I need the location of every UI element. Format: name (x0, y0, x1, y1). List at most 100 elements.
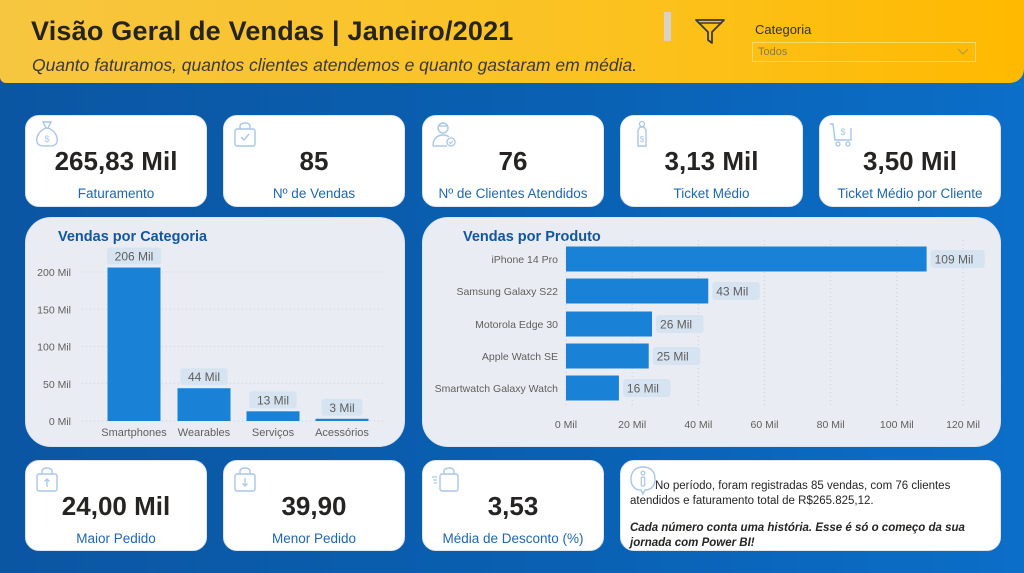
kpi-label: Ticket Médio por Cliente (837, 186, 983, 201)
kpi-label: Nº de Vendas (272, 186, 356, 201)
chart-title: Vendas por Categoria (58, 229, 208, 245)
data-label-bg (249, 391, 297, 409)
kpi-card-media-desconto: 3,53 Média de Desconto (%) (422, 460, 604, 551)
category-bar-chart: 0 Mil 50 Mil 100 Mil 150 Mil 200 Mil 206 Mil S… (37, 247, 386, 439)
x-category-label: Acessórios (315, 427, 369, 439)
kpi-label: Maior Pedido (76, 531, 156, 546)
chart-vendas-por-categoria: Vendas por Categoria 0 Mil 50 Mil 100 Mil 1… (25, 217, 405, 447)
kpi-label: Faturamento (77, 186, 155, 201)
bar[interactable] (315, 418, 369, 421)
chevron-down-icon (957, 48, 969, 55)
x-tick-label: 0 Mil (555, 419, 577, 431)
kpi-value: 3,53 (487, 491, 539, 521)
info-card: No período, foram registradas 85 vendas,… (620, 460, 1001, 551)
info-summary-text: No período, foram registradas 85 vendas,… (630, 480, 951, 507)
data-label-bg (656, 315, 704, 333)
data-label: 43 Mil (716, 285, 748, 299)
bar[interactable] (177, 388, 231, 421)
price-tag-icon: $ (637, 120, 647, 147)
data-label: 3 Mil (329, 401, 354, 415)
x-category-label: Serviços (252, 427, 295, 439)
x-tick-label: 60 Mil (750, 419, 778, 431)
data-label: 109 Mil (935, 253, 974, 267)
kpi-card-vendas: 85 Nº de Vendas (223, 115, 405, 207)
kpi-value: 24,00 Mil (61, 491, 171, 521)
kpi-card-ticket-cliente: $ 3,50 Mil Ticket Médio por Cliente (819, 115, 1001, 207)
header-separator (664, 12, 671, 41)
data-label-bg (321, 398, 363, 416)
bar[interactable] (566, 375, 619, 401)
data-label-bg (930, 250, 985, 268)
kpi-card-faturamento: $ 265,83 Mil Faturamento (25, 115, 207, 207)
money-bag-icon: $ (36, 121, 58, 147)
header-banner: Visão Geral de Vendas | Janeiro/2021 Qua… (0, 0, 1024, 83)
kpi-value: 39,90 (281, 491, 347, 521)
bar[interactable] (566, 311, 653, 337)
chart-vendas-por-produto: Vendas por Produto 0 Mil 20 Mil 40 Mil 60 M… (422, 217, 1001, 447)
bar[interactable] (246, 411, 300, 421)
y-tick-label: 50 Mil (43, 379, 71, 391)
y-category-label: Motorola Edge 30 (475, 319, 558, 331)
bar[interactable] (566, 343, 649, 369)
dropdown-value: Todos (758, 46, 788, 58)
bag-fast-icon (432, 467, 459, 492)
slicer-label: Categoria (755, 22, 812, 37)
svg-text:$: $ (44, 134, 49, 144)
kpi-value: 3,13 Mil (664, 146, 759, 176)
y-tick-label: 200 Mil (37, 267, 71, 279)
bar[interactable] (566, 246, 927, 272)
data-label-bg (106, 247, 162, 265)
bar[interactable] (107, 267, 161, 421)
x-tick-label: 100 Mil (880, 419, 914, 431)
shopping-bag-check-icon (234, 122, 256, 147)
page-subtitle: Quanto faturamos, quantos clientes atend… (32, 55, 638, 75)
product-bar-chart: 0 Mil 20 Mil 40 Mil 60 Mil 80 Mil 100 Mil 120 … (435, 240, 985, 431)
y-category-label: Apple Watch SE (482, 351, 558, 363)
x-tick-label: 120 Mil (946, 419, 980, 431)
kpi-card-clientes: 76 Nº de Clientes Atendidos (422, 115, 604, 207)
bag-arrow-up-icon (36, 467, 58, 492)
cart-dollar-icon: $ (830, 123, 852, 147)
kpi-label: Nº de Clientes Atendidos (438, 186, 588, 201)
kpi-value: 85 (299, 146, 329, 176)
x-category-label: Wearables (178, 427, 231, 439)
data-label-bg (712, 282, 760, 300)
y-tick-label: 150 Mil (37, 304, 71, 316)
kpi-value: 3,50 Mil (863, 146, 957, 176)
kpi-card-menor-pedido: 39,90 Menor Pedido (223, 460, 405, 551)
x-tick-label: 80 Mil (817, 419, 845, 431)
svg-text:$: $ (840, 127, 845, 137)
y-tick-label: 100 Mil (37, 342, 71, 354)
x-category-label: Smartphones (101, 427, 167, 439)
kpi-label: Ticket Médio (673, 186, 750, 201)
y-category-label: Samsung Galaxy S22 (456, 286, 558, 298)
svg-text:$: $ (640, 135, 645, 144)
data-label-bg (180, 368, 228, 386)
data-label: 25 Mil (657, 350, 689, 364)
kpi-label: Média de Desconto (%) (442, 531, 584, 546)
y-category-label: Smartwatch Galaxy Watch (435, 383, 558, 395)
bag-arrow-down-icon (234, 467, 256, 492)
data-label: 26 Mil (660, 318, 692, 332)
kpi-card-ticket-medio: $ 3,13 Mil Ticket Médio (620, 115, 803, 207)
data-label: 13 Mil (257, 393, 289, 407)
y-tick-label: 0 Mil (49, 416, 71, 428)
bar[interactable] (566, 278, 709, 304)
kpi-value: 265,83 Mil (54, 146, 178, 176)
x-tick-label: 40 Mil (684, 419, 712, 431)
x-tick-label: 20 Mil (618, 419, 646, 431)
data-label: 206 Mil (115, 250, 154, 264)
kpi-value: 76 (498, 146, 528, 176)
data-label: 44 Mil (188, 370, 220, 384)
data-label-bg (622, 379, 671, 397)
categoria-dropdown[interactable]: Todos (752, 42, 976, 62)
kpi-card-maior-pedido: 24,00 Mil Maior Pedido (25, 460, 207, 551)
info-highlight-text: Cada número conta uma história. Esse é s… (630, 522, 965, 549)
page-title: Visão Geral de Vendas | Janeiro/2021 (31, 16, 514, 46)
data-label-bg (652, 347, 701, 365)
kpi-label: Menor Pedido (271, 531, 357, 546)
funnel-icon[interactable] (694, 17, 726, 45)
info-bubble-icon (630, 466, 656, 495)
y-category-label: iPhone 14 Pro (491, 254, 558, 266)
user-check-icon (432, 122, 456, 147)
